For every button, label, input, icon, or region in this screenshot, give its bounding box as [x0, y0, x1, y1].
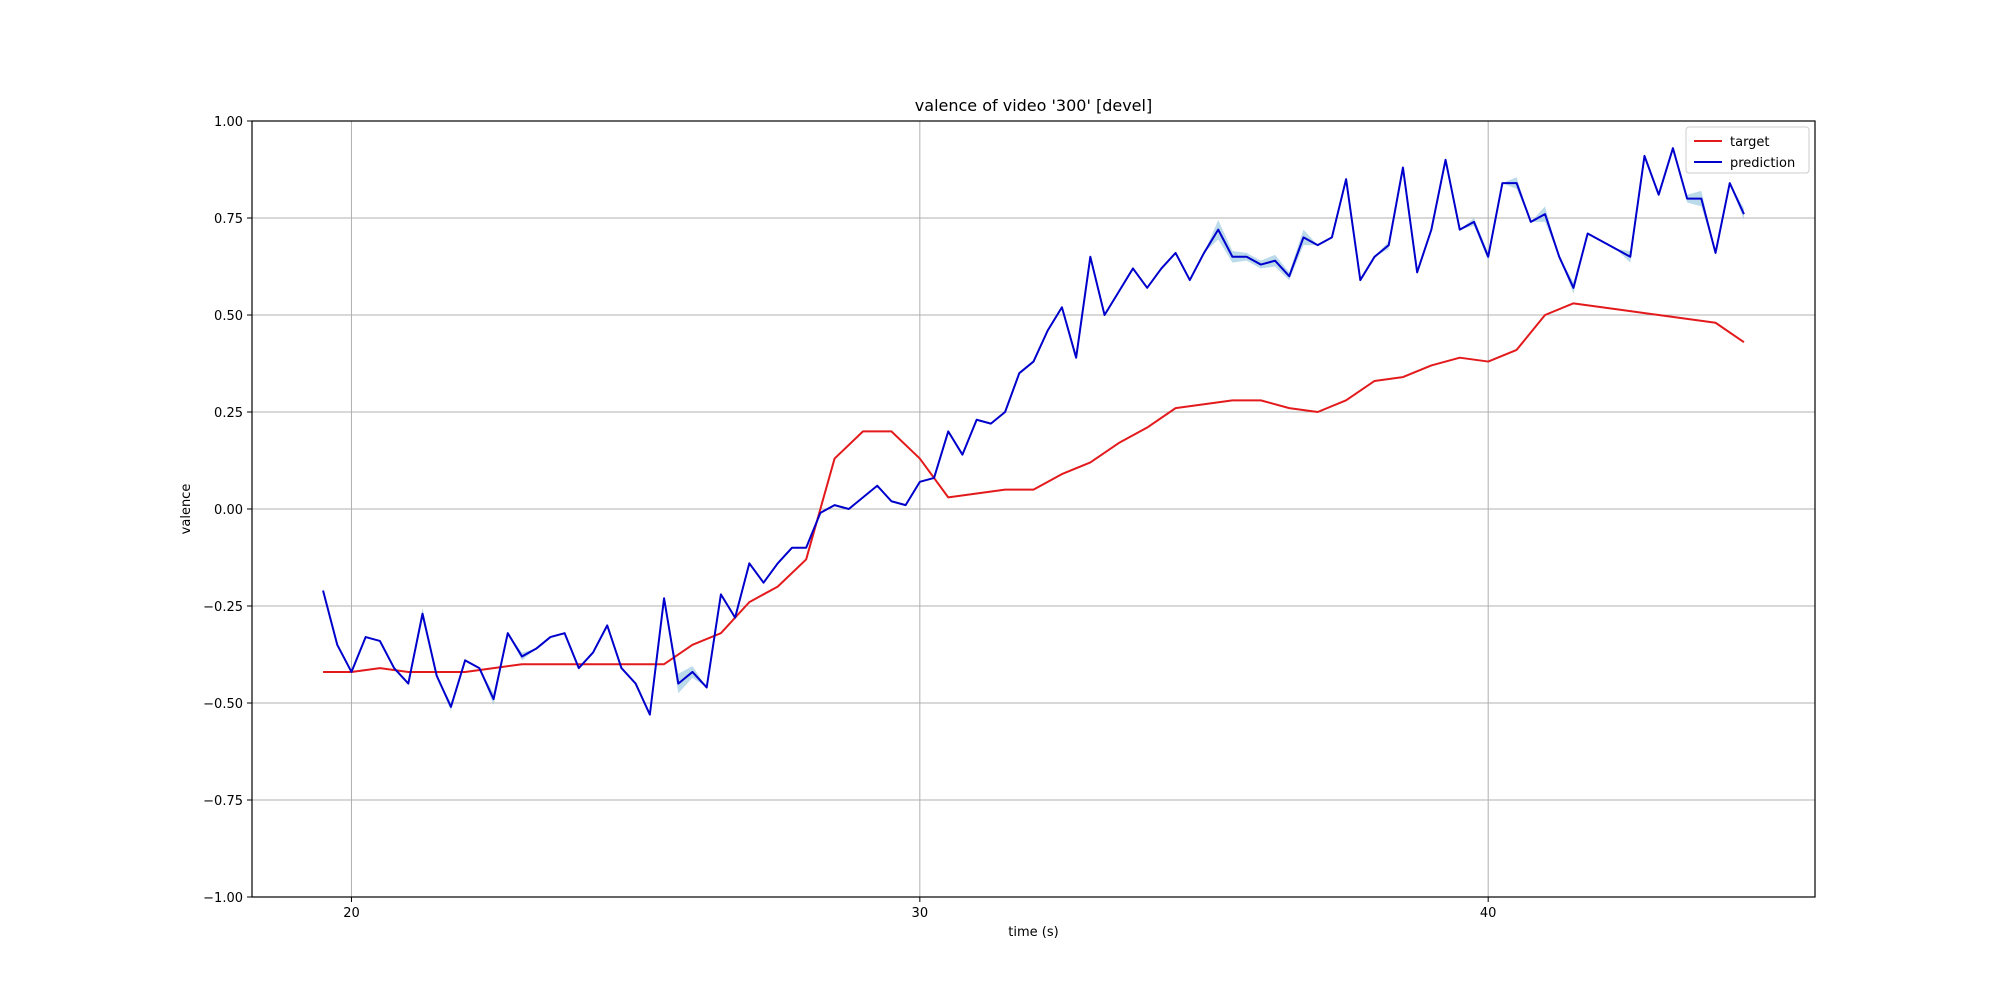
y-tick-label: −1.00	[203, 891, 243, 906]
y-axis-label: valence	[179, 484, 194, 535]
y-tick-label: 0.00	[214, 503, 243, 518]
y-tick-label: −0.75	[203, 794, 243, 809]
chart-title: valence of video '300' [devel]	[915, 96, 1152, 115]
series-layer	[322, 147, 1745, 716]
y-tick-label: −0.25	[203, 600, 243, 615]
y-tick-label: 0.50	[214, 309, 243, 324]
target-line	[323, 302, 1745, 673]
tick-layer: −1.00 −0.75 −0.50 −0.25 0.00 0.25 0.50 0.75 1.00…	[203, 115, 1496, 921]
y-tick-label: 1.00	[214, 115, 243, 130]
prediction-line	[322, 147, 1745, 716]
y-tick-label: 0.75	[214, 212, 243, 227]
x-tick-label: 40	[1480, 906, 1497, 921]
y-tick-label: −0.50	[203, 697, 243, 712]
y-tick-label: 0.25	[214, 406, 243, 421]
legend: target prediction	[1685, 126, 1810, 174]
x-tick-label: 30	[912, 906, 929, 921]
x-axis-label: time (s)	[1008, 925, 1058, 940]
legend-label-prediction: prediction	[1730, 156, 1795, 171]
x-tick-label: 20	[343, 906, 360, 921]
legend-label-target: target	[1730, 135, 1770, 150]
